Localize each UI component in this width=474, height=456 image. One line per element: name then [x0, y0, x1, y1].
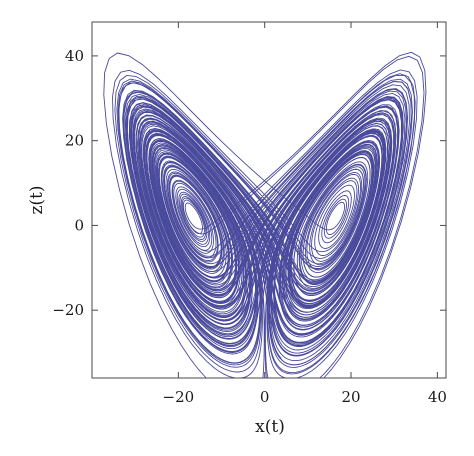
- x-tick-label: −20: [163, 388, 195, 406]
- ticks-layer: −20 0 20 40 −20 0 20 40: [52, 22, 447, 406]
- trajectory-segment: [272, 342, 282, 359]
- y-tick-label: 0: [74, 216, 84, 234]
- x-tick-label: 20: [341, 388, 360, 406]
- trajectory-segment: [116, 78, 404, 368]
- trajectory-layer: [103, 51, 427, 378]
- y-tick-label: −20: [52, 301, 84, 319]
- trajectory-segment: [123, 55, 425, 378]
- x-tick-label: 40: [428, 388, 447, 406]
- plot-frame: [91, 21, 447, 379]
- x-axis-label: x(t): [255, 417, 285, 437]
- y-tick-label: 20: [65, 132, 84, 150]
- x-tick-label: 0: [260, 388, 270, 406]
- y-axis-label: z(t): [27, 185, 47, 214]
- y-tick-label: 40: [65, 47, 84, 65]
